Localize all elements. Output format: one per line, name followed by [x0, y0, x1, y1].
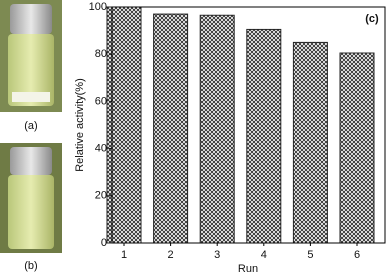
- x-axis-label: Run: [238, 263, 258, 275]
- panel-label: (a): [24, 120, 37, 132]
- y-tick-label: 80: [95, 48, 107, 60]
- x-tick-label: 1: [121, 249, 127, 261]
- x-tick-label: 2: [168, 249, 174, 261]
- bar: [246, 28, 282, 244]
- photo-a: [0, 0, 62, 112]
- y-tick-label: 100: [89, 1, 107, 13]
- bar: [199, 14, 235, 244]
- photo-b: [0, 143, 62, 253]
- bar: [292, 41, 328, 244]
- bar: [153, 13, 189, 244]
- x-tick-label: 5: [307, 249, 313, 261]
- y-tick-label: 40: [95, 143, 107, 155]
- x-tick-label: 6: [354, 249, 360, 261]
- panel-label: (b): [24, 260, 37, 272]
- y-tick-label: 60: [95, 95, 107, 107]
- y-axis-label: Relative activity(%): [74, 78, 86, 172]
- y-tick-label: 0: [101, 237, 107, 249]
- x-tick-label: 4: [261, 249, 267, 261]
- x-tick-label: 3: [214, 249, 220, 261]
- plot-frame: [111, 6, 386, 244]
- panel-annotation: (c): [365, 13, 379, 25]
- bar: [339, 52, 375, 244]
- y-tick-label: 20: [95, 190, 107, 202]
